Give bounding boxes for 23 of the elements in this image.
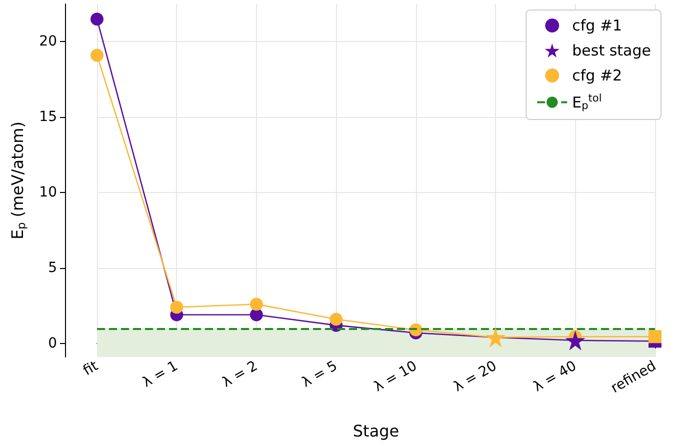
point: [330, 312, 343, 326]
x-tick-label: λ = 2: [220, 358, 260, 391]
point: [90, 48, 104, 62]
legend-label: cfg #2: [572, 66, 622, 84]
y-tick-label: 15: [39, 109, 57, 126]
x-tick-label: λ = 1: [140, 358, 181, 391]
y-axis-title: Ep (meV/atom): [8, 121, 28, 240]
legend-label: best stage: [572, 42, 652, 60]
x-tick-label: λ = 10: [371, 358, 420, 396]
point: [170, 300, 184, 314]
point: [250, 298, 263, 311]
x-tick-label: λ = 20: [451, 358, 500, 396]
point: [90, 12, 104, 26]
y-tick-label: 5: [48, 260, 57, 276]
x-tick-label: λ = 5: [299, 358, 340, 391]
y-tick-label: 0: [48, 335, 57, 352]
y-tick-label: 20: [39, 34, 57, 50]
legend-label: cfg #1: [572, 16, 622, 34]
x-axis-title: Stage: [352, 422, 400, 440]
x-tick-label: fit: [80, 358, 102, 380]
point: [250, 308, 263, 322]
x-tick-label: λ = 40: [530, 358, 580, 396]
y-tick-label: 10: [39, 184, 57, 201]
